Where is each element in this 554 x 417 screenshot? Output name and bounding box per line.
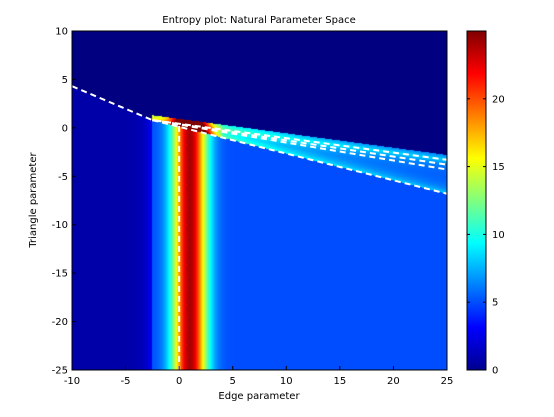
y-tick-label: -20: [52, 317, 68, 328]
y-tick-label: -25: [52, 366, 68, 377]
x-axis: -10 -5 0 5 10 15 20 25: [64, 366, 454, 387]
x-axis-label: Edge parameter: [218, 391, 300, 402]
overlay-line-0: [72, 85, 447, 161]
x-tick-label: 20: [387, 376, 400, 387]
colorbar-axis: 0 5 10 15 20: [467, 94, 505, 377]
plot-frame: [71, 30, 448, 371]
y-tick-label: -5: [58, 172, 68, 183]
colorbar-tick-label: 20: [492, 94, 505, 105]
chart-title: Entropy plot: Natural Parameter Space: [162, 15, 356, 26]
colorbar-frame: [466, 30, 487, 371]
colorbar: [467, 31, 486, 370]
overlay-curves: [72, 85, 447, 370]
y-tick-label: -10: [52, 220, 68, 231]
y-axis: 10 5 0 -5 -10 -15 -20 -25: [52, 27, 76, 377]
x-tick-label: 25: [441, 376, 454, 387]
x-tick-label: -5: [121, 376, 131, 387]
x-tick-label: -10: [64, 376, 80, 387]
y-tick-label: -15: [52, 269, 68, 280]
y-tick-label: 10: [55, 27, 68, 38]
entropy-heatmap: [72, 31, 447, 370]
colorbar-tick-label: 0: [492, 366, 498, 377]
y-axis-label: Triangle parameter: [28, 151, 39, 248]
colorbar-tick-label: 10: [492, 230, 505, 241]
overlay-line-3: [152, 119, 447, 195]
colorbar-tick-label: 15: [492, 162, 505, 173]
x-tick-label: 10: [280, 376, 293, 387]
y-tick-label: 0: [62, 123, 68, 134]
x-tick-label: 15: [333, 376, 346, 387]
colorbar-tick-label: 5: [492, 298, 498, 309]
y-tick-label: 5: [62, 75, 68, 86]
x-tick-label: 0: [176, 376, 182, 387]
x-tick-label: 5: [230, 376, 236, 387]
